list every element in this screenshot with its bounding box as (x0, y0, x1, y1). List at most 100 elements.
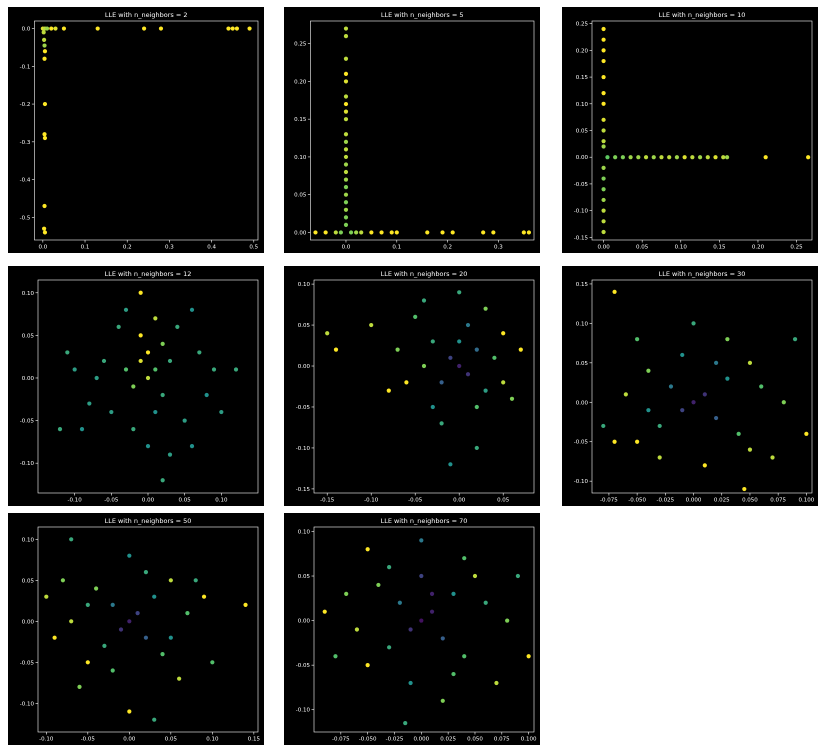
data-point (714, 360, 719, 365)
data-point (451, 671, 456, 677)
data-point (153, 316, 158, 321)
chart-title: LLE with n_neighbors = 2 (105, 11, 188, 19)
data-point (72, 367, 77, 372)
data-point (197, 350, 202, 355)
data-point (60, 578, 66, 583)
x-tick-label: -0.075 (600, 498, 618, 504)
data-point (747, 447, 753, 452)
data-point (612, 289, 617, 294)
data-point (387, 565, 392, 570)
data-point (483, 306, 488, 311)
data-point (160, 341, 165, 346)
x-tick-label: 0.5 (249, 245, 258, 251)
lle-panel-k12: LLE with n_neighbors = 12 -0.10 -0.05 0.00 0… (8, 266, 264, 506)
data-point (451, 591, 456, 596)
x-tick-label: 0.3 (165, 245, 174, 251)
y-tick-label: -0.2 (20, 102, 31, 108)
data-point (193, 578, 198, 583)
data-point (491, 230, 496, 235)
y-tick-label: -0.10 (20, 461, 35, 467)
data-point (359, 230, 364, 235)
data-point (736, 431, 741, 436)
data-point (646, 368, 651, 373)
lle-panel-k5: LLE with n_neighbors = 5 0.0 0.1 0.2 0.3 0.00… (284, 7, 540, 253)
lle-panel-k30: LLE with n_neighbors = 30 -0.075 -0.050 -0.… (562, 266, 818, 506)
x-tick-label: -0.050 (628, 498, 646, 504)
data-point (605, 155, 610, 160)
data-point (44, 26, 50, 31)
data-point (109, 409, 114, 415)
data-point (153, 367, 158, 372)
x-tick-label: 0.1 (81, 245, 90, 251)
data-point (110, 602, 115, 607)
data-point (667, 155, 672, 160)
x-tick-label: 0.05 (497, 498, 510, 504)
data-point (439, 380, 444, 385)
data-point (439, 421, 444, 426)
data-point (792, 337, 798, 342)
y-tick-label: 0.25 (576, 22, 589, 28)
data-point (79, 427, 85, 432)
data-point (343, 207, 349, 212)
data-point (623, 392, 628, 397)
data-point (343, 71, 349, 76)
data-point (601, 176, 606, 181)
y-tick-label: -0.05 (296, 405, 311, 411)
y-tick-label: 0.00 (22, 619, 35, 625)
data-point (714, 415, 719, 421)
scatter-plot-svg: LLE with n_neighbors = 20 -0.15 -0.10 -0.05… (296, 270, 535, 504)
data-point (636, 155, 641, 160)
data-point (247, 26, 252, 31)
data-point (189, 307, 195, 312)
scatter-plot-svg: LLE with n_neighbors = 50 -0.10 -0.05 0.00 0… (20, 517, 261, 743)
data-point (747, 360, 753, 365)
data-point (612, 439, 617, 444)
data-point (343, 215, 349, 220)
data-point (87, 401, 92, 406)
y-tick-label: 0.15 (576, 75, 589, 81)
chart-title: LLE with n_neighbors = 12 (105, 270, 192, 278)
x-tick-label: 0.000 (686, 498, 702, 504)
data-point (343, 147, 349, 152)
data-point (742, 486, 747, 492)
y-tick-label: 0.05 (22, 333, 35, 339)
x-tick-label: -0.05 (104, 498, 119, 504)
data-point (403, 720, 408, 726)
data-point (348, 230, 354, 235)
data-point (141, 26, 147, 31)
data-point (440, 698, 445, 703)
data-point (226, 26, 231, 31)
data-point (94, 375, 99, 381)
x-tick-label: 0.05 (636, 245, 649, 251)
data-point (601, 58, 606, 64)
y-tick-label: 0.25 (294, 42, 307, 48)
data-point (448, 355, 453, 360)
x-tick-label: -0.15 (320, 498, 335, 504)
data-point (177, 676, 182, 681)
data-point (386, 388, 391, 393)
data-point (234, 26, 240, 31)
data-point (419, 538, 424, 543)
data-point (465, 322, 471, 328)
data-point (65, 350, 70, 355)
y-tick-label: 0.10 (22, 291, 35, 297)
data-point (167, 452, 173, 457)
data-point (325, 331, 330, 336)
data-point (601, 165, 606, 170)
data-point (338, 230, 343, 235)
data-point (152, 594, 157, 599)
y-tick-label: 0.15 (294, 117, 307, 123)
data-point (354, 627, 360, 632)
data-point (419, 618, 424, 623)
data-point (394, 230, 399, 235)
data-point (501, 331, 506, 336)
data-point (160, 652, 165, 657)
y-tick-label: -0.4 (20, 178, 31, 184)
data-point (526, 654, 531, 659)
y-tick-label: 0.05 (294, 193, 307, 199)
data-point (42, 230, 48, 235)
scatter-plot-svg: LLE with n_neighbors = 5 0.0 0.1 0.2 0.3 0.00… (294, 11, 535, 251)
data-point (343, 192, 349, 197)
scatter-plot-svg: LLE with n_neighbors = 12 -0.10 -0.05 0.00 0… (20, 270, 259, 504)
data-point (492, 355, 497, 360)
